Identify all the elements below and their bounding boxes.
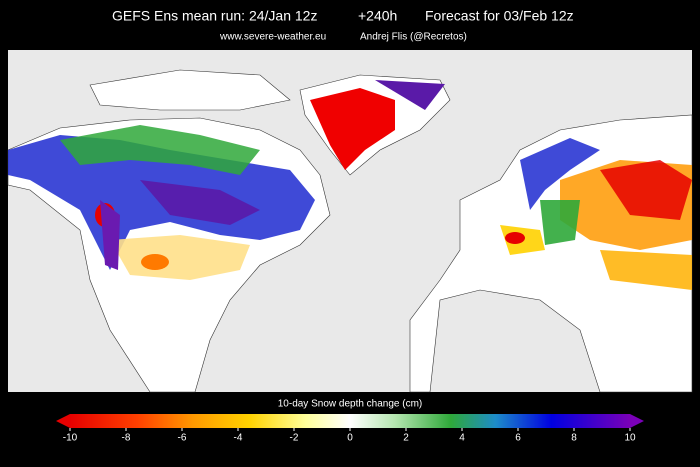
valid-time: Forecast for 03/Feb 12z [425, 8, 574, 24]
colorbar-tick-label: 8 [571, 433, 577, 444]
colorbar-tick-label: 4 [459, 433, 465, 444]
site: www.severe-weather.eu [219, 32, 326, 43]
colorbar-low-end [56, 414, 70, 428]
map [7, 50, 693, 393]
colorbar-tick-label: 2 [403, 433, 409, 444]
author: Andrej Flis (@Recretos) [360, 32, 467, 43]
colorbar-high-end [630, 414, 644, 428]
colorbar-tick-label: -8 [122, 433, 131, 444]
colorbar-tick-label: 0 [347, 433, 353, 444]
colorbar-tick-label: -4 [234, 433, 243, 444]
lead-time: +240h [358, 8, 397, 24]
colorbar-scale [70, 414, 630, 428]
colorbar-tick-label: 10 [624, 433, 636, 444]
colorbar [56, 414, 644, 428]
colorbar-tick-label: -2 [290, 433, 299, 444]
colorbar-title: 10-day Snow depth change (cm) [278, 399, 423, 410]
colorbar-tick-label: -6 [178, 433, 187, 444]
model-run: GEFS Ens mean run: 24/Jan 12z [112, 8, 317, 24]
colorbar-tick-label: 6 [515, 433, 521, 444]
colorbar-tick-label: -10 [63, 433, 78, 444]
